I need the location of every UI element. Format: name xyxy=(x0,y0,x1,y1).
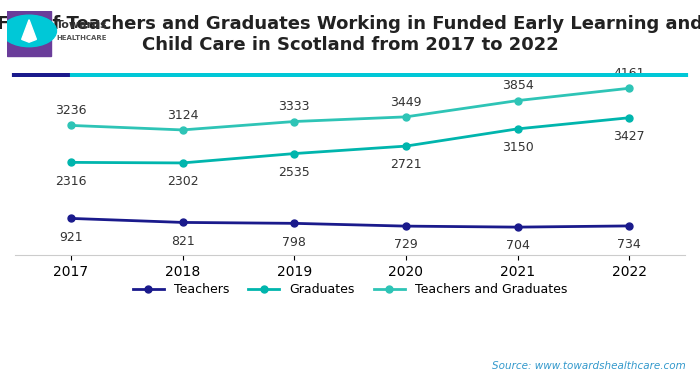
Text: 3427: 3427 xyxy=(613,130,645,143)
Text: 3854: 3854 xyxy=(502,80,533,93)
Bar xyxy=(7,11,51,56)
Text: 734: 734 xyxy=(617,238,641,251)
Polygon shape xyxy=(22,20,36,42)
Text: 2302: 2302 xyxy=(167,175,198,188)
Text: 821: 821 xyxy=(171,235,195,248)
Text: 798: 798 xyxy=(282,236,306,249)
Text: 4161: 4161 xyxy=(613,67,645,80)
Text: 2721: 2721 xyxy=(390,158,421,171)
Text: HEALTHCARE: HEALTHCARE xyxy=(56,35,106,41)
Text: Source: www.towardshealthcare.com: Source: www.towardshealthcare.com xyxy=(492,361,686,371)
Text: 3333: 3333 xyxy=(279,100,310,113)
Text: 704: 704 xyxy=(505,239,529,252)
Legend: Teachers, Graduates, Teachers and Graduates: Teachers, Graduates, Teachers and Gradua… xyxy=(128,278,572,301)
Text: 3150: 3150 xyxy=(502,141,533,154)
Circle shape xyxy=(1,15,57,47)
Text: 729: 729 xyxy=(394,238,418,251)
Text: 3449: 3449 xyxy=(390,96,421,109)
Text: 921: 921 xyxy=(59,231,83,244)
Text: 3124: 3124 xyxy=(167,109,198,122)
Text: 3236: 3236 xyxy=(55,104,87,117)
Text: 2316: 2316 xyxy=(55,175,87,188)
Text: Towards: Towards xyxy=(56,20,108,30)
Text: 2535: 2535 xyxy=(279,166,310,179)
Title: FTE of Teachers and Graduates Working in Funded Early Learning and
Child Care in: FTE of Teachers and Graduates Working in… xyxy=(0,15,700,54)
